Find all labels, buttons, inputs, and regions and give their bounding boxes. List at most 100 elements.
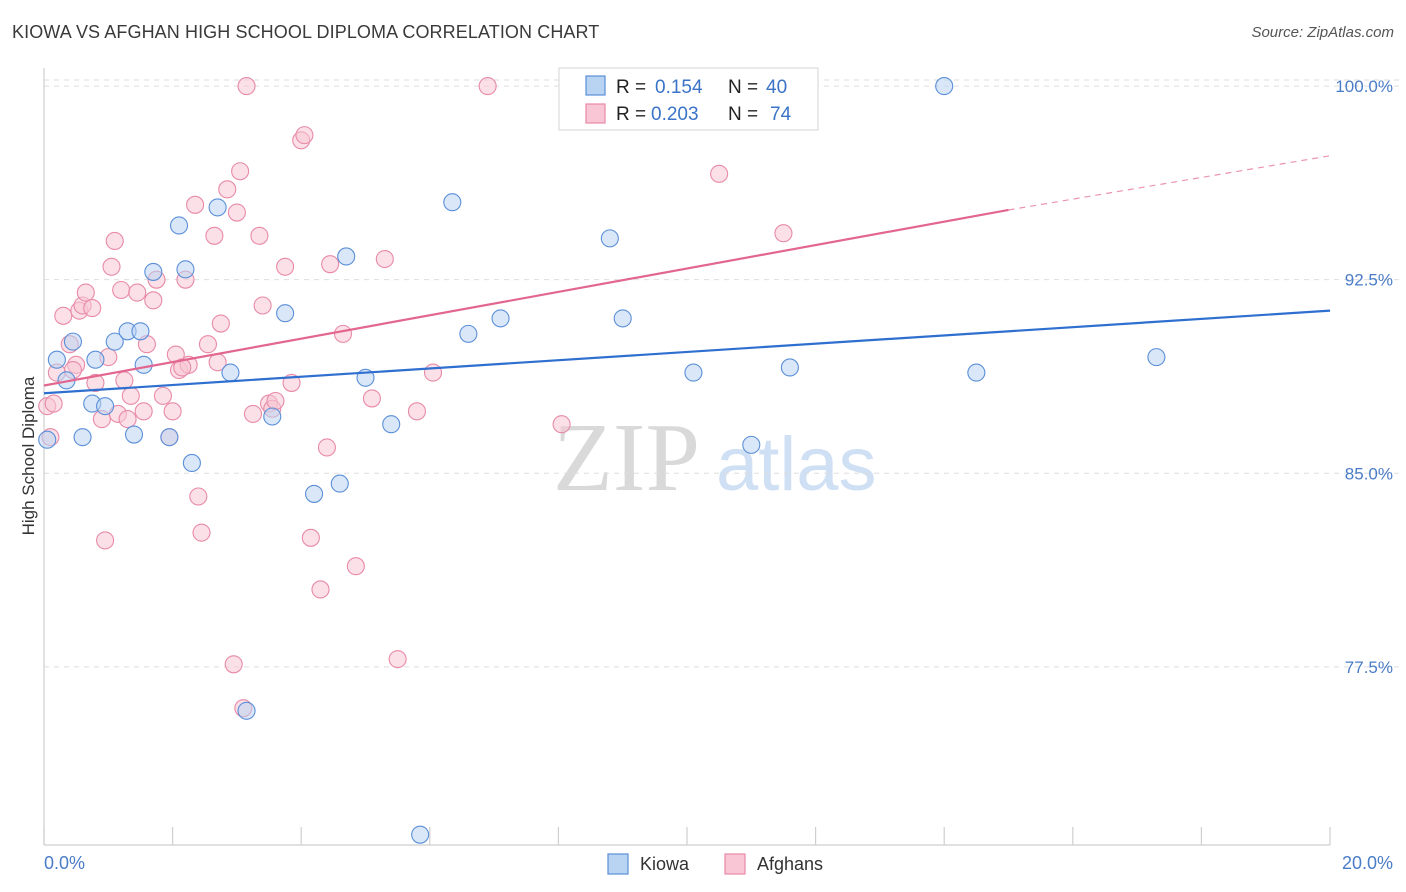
afghans-point[interactable]	[163, 402, 182, 421]
kiowa-point[interactable]	[237, 701, 256, 720]
afghans-point[interactable]	[144, 291, 163, 310]
afghans-point[interactable]	[205, 226, 224, 245]
afghans-point[interactable]	[128, 283, 147, 302]
afghans-point[interactable]	[121, 386, 140, 405]
kiowa-point[interactable]	[330, 474, 349, 493]
afghans-point[interactable]	[54, 306, 73, 325]
kiowa-point[interactable]	[600, 229, 619, 248]
afghans-point[interactable]	[710, 164, 729, 183]
kiowa-point[interactable]	[105, 332, 124, 351]
kiowa-point[interactable]	[96, 397, 115, 416]
kiowa-point[interactable]	[276, 304, 295, 323]
afghans-point[interactable]	[102, 257, 121, 276]
kiowa-point[interactable]	[337, 247, 356, 266]
series-legend-swatch-kiowa[interactable]	[607, 853, 629, 875]
afghans-point[interactable]	[115, 371, 134, 390]
afghan-points	[38, 77, 793, 718]
kiowa-point[interactable]	[134, 355, 153, 374]
afghans-point[interactable]	[224, 655, 243, 674]
afghans-point[interactable]	[112, 280, 131, 300]
afghans-point[interactable]	[333, 324, 353, 343]
kiowa-point[interactable]	[1147, 348, 1166, 367]
kiowa-point[interactable]	[613, 309, 632, 328]
y-tick-label: 92.5%	[1345, 271, 1393, 290]
kiowa-point[interactable]	[780, 358, 799, 377]
kiowa-point[interactable]	[182, 453, 201, 473]
kiowa-point[interactable]	[459, 324, 478, 343]
afghans-point[interactable]	[295, 126, 314, 145]
gridlines	[44, 79, 1400, 668]
afghans-point[interactable]	[86, 373, 105, 392]
legend-n-label-afghans: N =	[728, 104, 758, 125]
afghans-point[interactable]	[317, 438, 336, 457]
series-legend-swatch-afghans[interactable]	[724, 853, 746, 875]
afghans-point[interactable]	[276, 257, 295, 276]
kiowa-point[interactable]	[742, 435, 761, 454]
afghans-point[interactable]	[96, 531, 115, 550]
afghans-point[interactable]	[186, 195, 205, 214]
afghans-point[interactable]	[189, 487, 208, 506]
kiowa-point[interactable]	[176, 260, 195, 279]
kiowa-point[interactable]	[169, 216, 189, 235]
afghans-point[interactable]	[253, 296, 272, 315]
afghans-point[interactable]	[375, 249, 394, 269]
afghans-point[interactable]	[198, 335, 218, 354]
afghans-point[interactable]	[218, 180, 237, 199]
kiowa-point[interactable]	[38, 430, 57, 449]
kiowa-point[interactable]	[684, 363, 703, 382]
afghans-point[interactable]	[231, 162, 250, 181]
kiowa-point[interactable]	[63, 332, 82, 351]
kiowa-point[interactable]	[491, 309, 510, 328]
series-legend-label-afghans[interactable]: Afghans	[757, 854, 823, 874]
kiowa-point[interactable]	[208, 198, 227, 217]
series-legend-label-kiowa[interactable]: Kiowa	[640, 854, 690, 874]
afghans-point[interactable]	[423, 363, 443, 382]
afghans-point[interactable]	[301, 528, 320, 547]
kiowa-point[interactable]	[382, 415, 401, 434]
kiowa-point[interactable]	[305, 484, 324, 503]
x-tick-label-min: 0.0%	[44, 853, 85, 873]
kiowa-point[interactable]	[160, 428, 179, 447]
afghans-point[interactable]	[76, 283, 95, 302]
afghans-point[interactable]	[105, 231, 124, 251]
afghans-point[interactable]	[227, 203, 246, 222]
afghans-point[interactable]	[44, 394, 63, 413]
afghans-point[interactable]	[552, 415, 571, 434]
kiowa-point[interactable]	[86, 350, 105, 369]
kiowa-point[interactable]	[443, 193, 462, 212]
afghans-point[interactable]	[173, 358, 192, 377]
afghans-point[interactable]	[407, 402, 426, 421]
afghans-point[interactable]	[388, 650, 407, 669]
afghans-point[interactable]	[250, 226, 269, 245]
afghans-point[interactable]	[192, 523, 211, 542]
afghans-point[interactable]	[83, 299, 102, 318]
afghans-point[interactable]	[346, 557, 365, 576]
legend-n-label-kiowa: N =	[728, 77, 758, 98]
watermark-atlas: atlas	[716, 422, 877, 507]
afghans-point[interactable]	[311, 580, 330, 599]
afghans-point[interactable]	[774, 224, 793, 243]
afghans-point[interactable]	[243, 404, 263, 423]
legend-r-value-afghans: 0.203	[651, 104, 699, 125]
kiowa-point[interactable]	[124, 425, 144, 444]
kiowa-point[interactable]	[73, 428, 92, 447]
afghans-point[interactable]	[237, 77, 256, 96]
kiowa-point[interactable]	[131, 322, 150, 341]
afghans-point[interactable]	[362, 389, 381, 408]
afghans-point[interactable]	[134, 402, 153, 421]
afghans-point[interactable]	[321, 255, 340, 274]
afghans-point[interactable]	[211, 314, 230, 333]
kiowa-point[interactable]	[935, 77, 954, 96]
afghans-point[interactable]	[266, 391, 285, 411]
afghans-point[interactable]	[118, 410, 137, 429]
legend-swatch-kiowa	[585, 75, 606, 96]
kiowa-point[interactable]	[144, 262, 163, 281]
afghans-point[interactable]	[478, 77, 497, 96]
kiowa-point[interactable]	[221, 363, 240, 382]
kiowa-point[interactable]	[263, 407, 282, 426]
kiowa-point[interactable]	[967, 363, 986, 382]
trend-lines	[43, 155, 1331, 395]
kiowa-point[interactable]	[411, 825, 430, 844]
afghans-point[interactable]	[153, 386, 173, 405]
kiowa-point[interactable]	[47, 350, 66, 369]
